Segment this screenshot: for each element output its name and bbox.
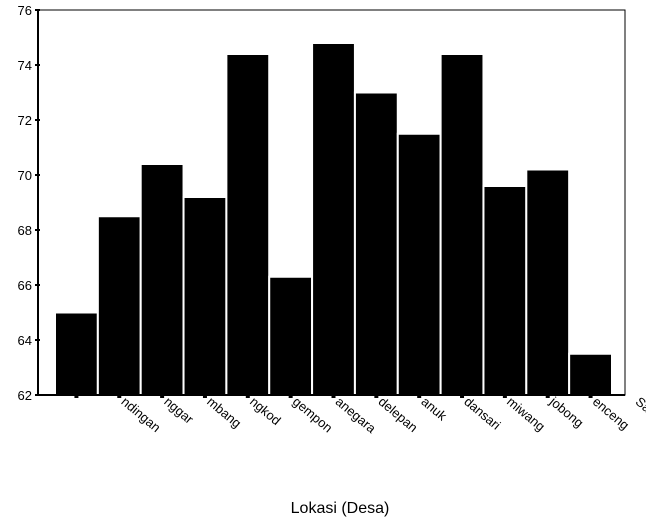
x-tick-label: gempon — [290, 394, 336, 436]
bar — [139, 163, 185, 396]
bar — [96, 215, 142, 396]
y-tick-label: 70 — [18, 168, 32, 183]
bar — [568, 352, 614, 396]
x-tick-label: mbang — [204, 394, 244, 431]
bar — [353, 91, 399, 396]
y-tick-label: 66 — [18, 278, 32, 293]
y-tick-label: 76 — [18, 3, 32, 18]
x-tick-label: nggar — [161, 394, 197, 427]
bar — [225, 53, 271, 396]
x-tick-label: jobong — [546, 393, 586, 430]
bar — [482, 185, 528, 396]
y-tick-label: 62 — [18, 388, 32, 403]
x-axis-label: Lokasi (Desa) — [291, 500, 390, 517]
bar — [182, 196, 228, 396]
x-tick-label: ndingan — [118, 394, 163, 435]
y-tick-label: 64 — [18, 333, 32, 348]
x-tick-label: enceng — [590, 394, 632, 433]
y-tick-label: 68 — [18, 223, 32, 238]
x-tick-label: anuk — [418, 394, 450, 424]
x-tick-label: Sawit — [633, 394, 646, 426]
x-tick-label: ngkod — [247, 394, 284, 428]
x-tick-label: dansari — [461, 394, 503, 433]
y-tick-label: 74 — [18, 58, 32, 73]
x-tick-label: anegara — [333, 394, 380, 437]
bar — [396, 132, 442, 396]
bar — [54, 311, 99, 396]
bar — [268, 275, 314, 396]
x-tick-label: delepan — [376, 394, 421, 435]
x-tick-label: miwang — [504, 394, 548, 434]
y-tick-label: 72 — [18, 113, 32, 128]
bar — [311, 42, 356, 396]
bar — [525, 168, 571, 396]
bar — [439, 53, 485, 396]
